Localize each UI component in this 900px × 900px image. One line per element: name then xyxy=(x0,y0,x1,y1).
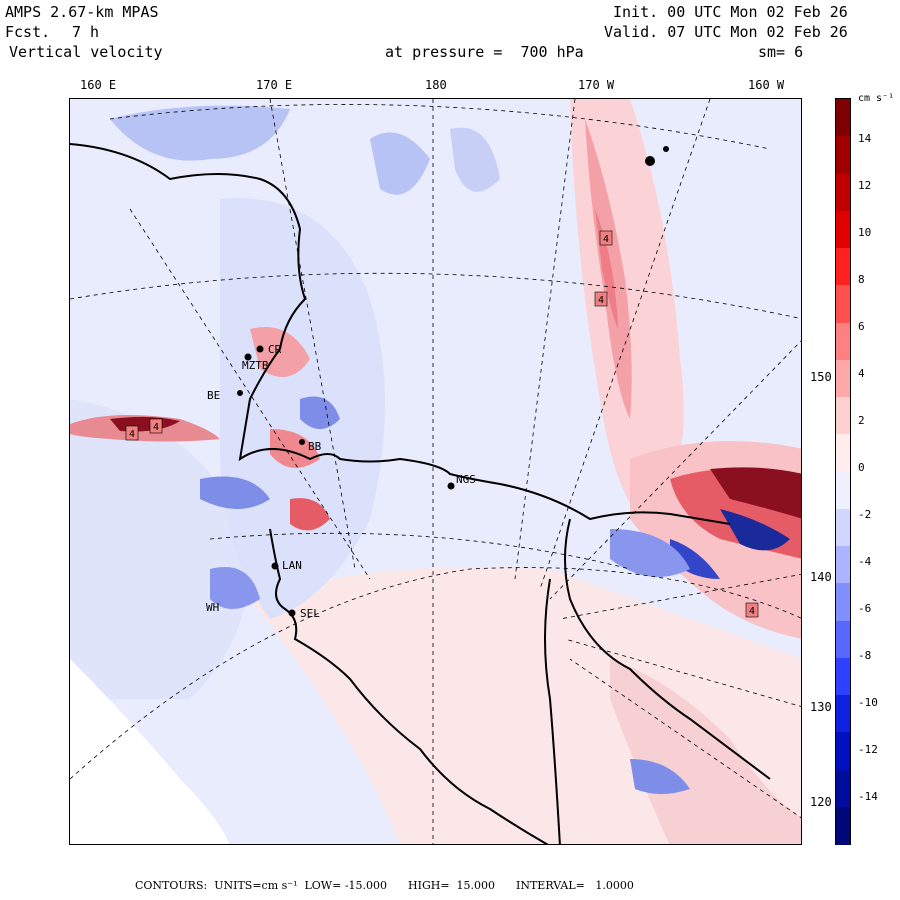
neg-blob-3 xyxy=(450,127,500,192)
colorbar-tick-label: -10 xyxy=(858,696,878,709)
lon-label-180: 180 xyxy=(425,78,447,92)
lon-label-160w: 160 W xyxy=(748,78,785,92)
station-cr: CR xyxy=(268,343,282,356)
colorbar-segment xyxy=(836,471,850,510)
colorbar-segment xyxy=(836,732,850,770)
colorbar-segment xyxy=(836,359,850,398)
west-field xyxy=(70,399,249,699)
colorbar-segment xyxy=(836,248,850,286)
valid-time: Valid. 07 UTC Mon 02 Feb 26 xyxy=(604,23,848,41)
contour-label-group: 4 4 4 4 4 xyxy=(125,230,759,618)
station-be: BE xyxy=(207,389,220,402)
colorbar-segment xyxy=(836,508,850,547)
colorbar-tick-label: -2 xyxy=(858,508,872,521)
smoothing: sm= 6 xyxy=(758,43,804,61)
forecast-hours: 7 h xyxy=(72,23,100,41)
map-canvas: 4 4 4 4 4 CR MZTB BE BB NGS LAN SEL xyxy=(70,99,801,844)
colorbar-segment xyxy=(836,397,850,435)
lower-right-field xyxy=(610,659,801,844)
colorbar-tick-label: 14 xyxy=(858,132,872,145)
model-title: AMPS 2.67-km MPAS xyxy=(5,3,159,21)
contour-info: CONTOURS: UNITS=cm s⁻¹ LOW= -15.000 HIGH… xyxy=(135,879,634,892)
station-group: CR MZTB BE BB NGS LAN SEL WH xyxy=(206,146,669,620)
colorbar-tick-label: -4 xyxy=(858,555,872,568)
mountain-wave-region xyxy=(200,198,385,619)
colorbar-segment xyxy=(836,285,850,323)
lon-label-170w: 170 W xyxy=(578,78,615,92)
colorbar-segment xyxy=(836,136,850,174)
graticule xyxy=(70,99,801,844)
station-ngs: NGS xyxy=(456,473,476,486)
forecast-label: Fcst. xyxy=(5,23,51,41)
contour-label-1: 4 xyxy=(603,234,609,245)
colorbar-segment xyxy=(836,546,850,584)
lower-right-neg xyxy=(630,759,690,794)
station-wh: WH xyxy=(206,601,219,614)
colorbar-segment xyxy=(836,620,850,659)
colorbar-segment xyxy=(836,695,850,733)
coastline xyxy=(70,143,771,844)
colorbar-tick-label: 6 xyxy=(858,320,865,333)
colorbar-tick-label: 10 xyxy=(858,226,872,239)
colorbar-tick-label: -14 xyxy=(858,790,878,803)
colorbar xyxy=(835,98,851,845)
colorbar-tick-label: 4 xyxy=(858,367,865,380)
colorbar-tick-label: 2 xyxy=(858,414,865,427)
contour-label-3: 4 xyxy=(129,429,135,440)
station-lan: LAN xyxy=(282,559,302,572)
station-sel: SEL xyxy=(300,607,320,620)
colorbar-tick-label: -6 xyxy=(858,602,872,615)
neg-blob-2 xyxy=(370,132,430,195)
colorbar-segment xyxy=(836,173,850,212)
lon-label-160e: 160 E xyxy=(80,78,117,92)
colorbar-segment xyxy=(836,806,850,845)
station-mztb: MZTB xyxy=(242,359,269,372)
colorbar-segment xyxy=(836,434,850,472)
contour-label-2: 4 xyxy=(598,295,604,306)
station-bb: BB xyxy=(308,440,322,453)
colorbar-segment xyxy=(836,210,850,249)
neg-blob-1 xyxy=(110,105,290,161)
blank-region xyxy=(70,659,230,844)
colorbar-segment xyxy=(836,99,850,137)
colorbar-tick-label: 0 xyxy=(858,461,865,474)
colorbar-segment xyxy=(836,322,850,361)
convective-region xyxy=(610,441,801,639)
colorbar-tick-label: -12 xyxy=(858,743,878,756)
colorbar-segment xyxy=(836,583,850,621)
colorbar-segment xyxy=(836,657,850,696)
colorbar-segment xyxy=(836,769,850,808)
pressure-level: at pressure = 700 hPa xyxy=(385,43,584,61)
colorbar-tick-label: 12 xyxy=(858,179,872,192)
colorbar-tick-label: 8 xyxy=(858,273,865,286)
init-time: Init. 00 UTC Mon 02 Feb 26 xyxy=(613,3,848,21)
variable-name: Vertical velocity xyxy=(9,43,163,61)
colorbar-units: cm s⁻¹ xyxy=(858,93,895,104)
lon-label-170e: 170 E xyxy=(256,78,293,92)
colorbar-tick-label: -8 xyxy=(858,649,872,662)
contour-label-5: 4 xyxy=(749,606,755,617)
map-panel: 4 4 4 4 4 CR MZTB BE BB NGS LAN SEL xyxy=(69,98,802,845)
contour-label-4: 4 xyxy=(153,422,159,433)
